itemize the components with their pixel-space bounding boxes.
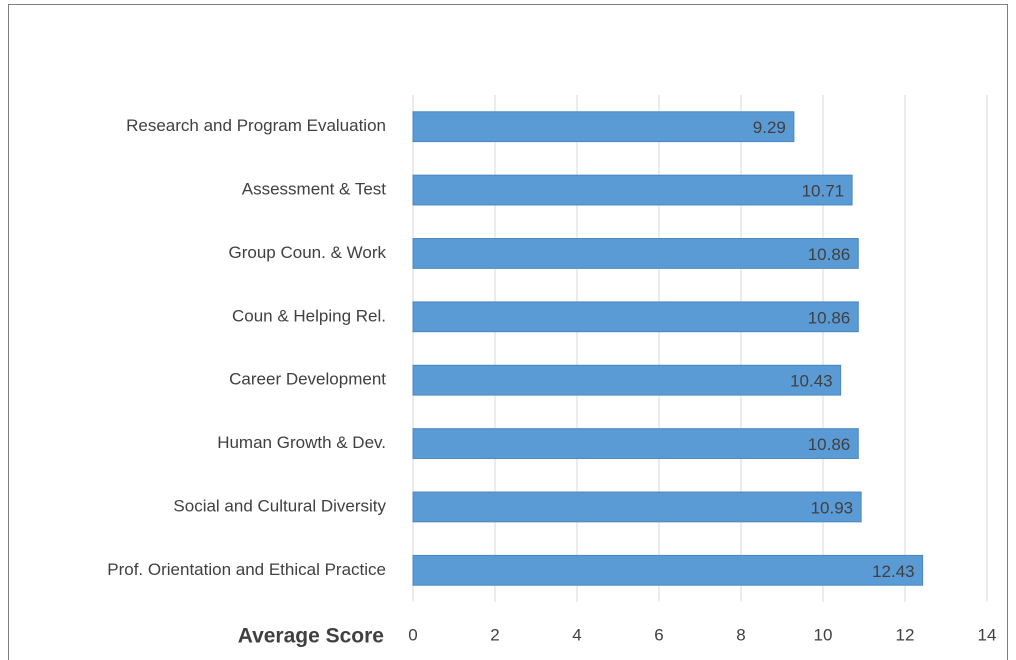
- data-label: 10.43: [790, 372, 833, 391]
- bar: [412, 364, 842, 396]
- y-tick-label: Coun & Helping Rel.: [232, 306, 386, 325]
- x-tick-label: 4: [572, 625, 581, 644]
- bars: [412, 111, 924, 586]
- x-tick-label: 0: [408, 625, 417, 644]
- x-tick-label: 12: [896, 625, 915, 644]
- data-label: 10.86: [808, 308, 851, 327]
- data-label: 10.93: [811, 498, 854, 517]
- y-tick-label: Human Growth & Dev.: [217, 433, 386, 452]
- bar: [412, 238, 859, 269]
- y-tick-label: Social and Cultural Diversity: [173, 496, 386, 515]
- bar: [412, 554, 924, 586]
- y-tick-label: Research and Program Evaluation: [126, 116, 386, 135]
- y-tick-label: Prof. Orientation and Ethical Practice: [107, 560, 386, 579]
- bar: [412, 491, 862, 523]
- x-tick-label: 6: [654, 625, 663, 644]
- y-tick-label: Group Coun. & Work: [229, 243, 387, 262]
- data-label: 12.43: [872, 562, 915, 581]
- data-label: 9.29: [753, 118, 786, 137]
- bar: [412, 428, 859, 459]
- x-tick-label: 14: [978, 625, 997, 644]
- data-label: 10.71: [802, 182, 845, 201]
- bar: [412, 174, 853, 206]
- x-tick-label: 2: [490, 625, 499, 644]
- y-tick-label: Assessment & Test: [242, 180, 387, 199]
- x-axis-title: Average Score: [238, 625, 384, 648]
- bar: [412, 111, 795, 143]
- bar: [412, 301, 859, 333]
- y-tick-label: Career Development: [229, 370, 386, 389]
- x-tick-label: 8: [736, 625, 745, 644]
- data-label: 10.86: [808, 435, 851, 454]
- data-label: 10.86: [808, 245, 851, 264]
- x-tick-label: 10: [814, 625, 833, 644]
